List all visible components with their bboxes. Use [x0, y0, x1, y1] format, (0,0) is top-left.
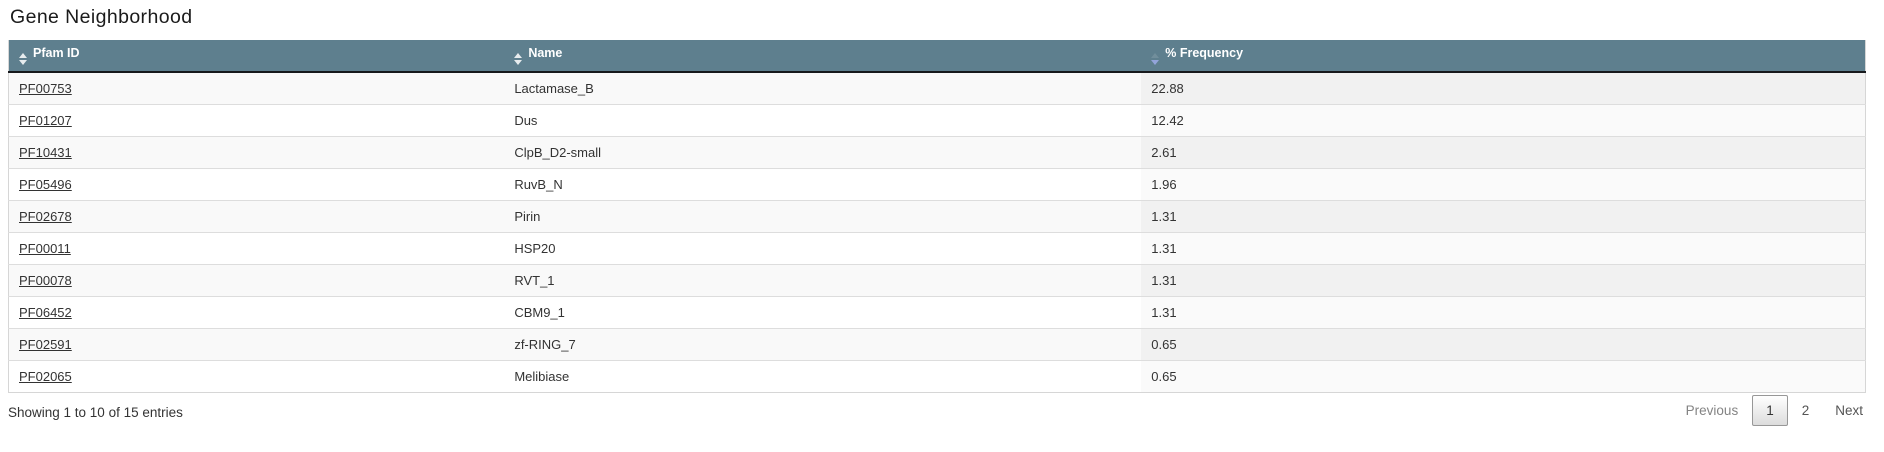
frequency-cell: 12.42 — [1141, 104, 1866, 136]
pfam-id-link[interactable]: PF02678 — [19, 208, 72, 224]
pfam-id-cell: PF02678 — [9, 200, 505, 232]
table-row: PF02591 zf-RING_7 0.65 — [8, 328, 1866, 360]
table-row: PF00753 Lactamase_B 22.88 — [8, 72, 1866, 104]
pfam-id-cell: PF10431 — [9, 136, 505, 168]
page-title: Gene Neighborhood — [10, 6, 193, 28]
name-cell: ClpB_D2-small — [514, 144, 602, 160]
pfam-id-link[interactable]: PF10431 — [19, 144, 72, 160]
pfam-id-link[interactable]: PF02065 — [19, 368, 72, 384]
name-cell: Dus — [514, 112, 538, 128]
frequency-cell: 1.31 — [1141, 232, 1866, 264]
sort-both-icon — [19, 53, 27, 65]
table-row: PF06452 CBM9_1 1.31 — [8, 296, 1866, 328]
table-header: Pfam ID Name % Frequency — [8, 40, 1866, 73]
name-cell: zf-RING_7 — [514, 336, 576, 352]
pfam-id-cell: PF05496 — [9, 168, 505, 200]
pfam-id-cell: PF00753 — [9, 72, 505, 104]
frequency-cell: 2.61 — [1141, 136, 1866, 168]
page-button-1[interactable]: 1 — [1752, 394, 1788, 426]
frequency-cell: 1.31 — [1141, 200, 1866, 232]
column-header-frequency[interactable]: % Frequency — [1141, 40, 1866, 73]
pfam-id-link[interactable]: PF00011 — [19, 240, 71, 256]
pfam-id-cell: PF00011 — [9, 232, 505, 264]
column-header-pfam-id[interactable]: Pfam ID — [8, 40, 505, 73]
previous-page-button[interactable]: Previous — [1685, 402, 1739, 418]
name-cell: RVT_1 — [514, 272, 555, 288]
frequency-cell: 0.65 — [1141, 328, 1866, 360]
pfam-id-cell: PF06452 — [9, 296, 505, 328]
table-body: PF00753 Lactamase_B 22.88 PF01207 Dus 12… — [8, 72, 1866, 392]
frequency-cell: 0.65 — [1141, 360, 1866, 392]
table-row: PF00011 HSP20 1.31 — [8, 232, 1866, 264]
table-row: PF01207 Dus 12.42 — [8, 104, 1866, 136]
pfam-id-cell: PF00078 — [9, 264, 505, 296]
gene-neighborhood-table: Pfam ID Name % Frequency PF00753 Lactama… — [8, 40, 1866, 393]
pfam-id-link[interactable]: PF01207 — [19, 112, 72, 128]
pfam-id-cell: PF02591 — [9, 328, 505, 360]
pfam-id-link[interactable]: PF06452 — [19, 304, 72, 320]
column-header-name[interactable]: Name — [504, 40, 1142, 73]
pfam-id-cell: PF02065 — [9, 360, 505, 392]
name-cell: Melibiase — [514, 368, 570, 384]
frequency-cell: 1.31 — [1141, 264, 1866, 296]
table-row: PF02678 Pirin 1.31 — [8, 200, 1866, 232]
column-label: % Frequency — [1165, 46, 1244, 60]
pfam-id-link[interactable]: PF00753 — [19, 80, 72, 96]
column-label: Pfam ID — [33, 46, 80, 60]
next-page-button[interactable]: Next — [1835, 402, 1863, 418]
table-row: PF02065 Melibiase 0.65 — [8, 360, 1866, 392]
name-cell: Pirin — [514, 208, 541, 224]
pfam-id-link[interactable]: PF00078 — [19, 272, 72, 288]
pfam-id-cell: PF01207 — [9, 104, 505, 136]
entries-info: Showing 1 to 10 of 15 entries — [8, 404, 183, 420]
table-row: PF05496 RuvB_N 1.96 — [8, 168, 1866, 200]
frequency-cell: 1.96 — [1141, 168, 1866, 200]
table-row: PF00078 RVT_1 1.31 — [8, 264, 1866, 296]
name-cell: RuvB_N — [514, 176, 563, 192]
table-row: PF10431 ClpB_D2-small 2.61 — [8, 136, 1866, 168]
name-cell: Lactamase_B — [514, 80, 594, 96]
gene-neighborhood-panel: Gene Neighborhood Pfam ID Name % Frequen… — [0, 7, 1884, 427]
table-footer: Showing 1 to 10 of 15 entries Previous 1… — [8, 394, 1866, 427]
frequency-cell: 1.31 — [1141, 296, 1866, 328]
pfam-id-link[interactable]: PF02591 — [19, 336, 72, 352]
page-button-2[interactable]: 2 — [1801, 402, 1810, 418]
pagination: Previous 1 2 Next — [1672, 394, 1866, 427]
name-cell: CBM9_1 — [514, 304, 565, 320]
column-label: Name — [528, 46, 563, 60]
sort-desc-icon — [1151, 53, 1160, 65]
name-cell: HSP20 — [514, 240, 556, 256]
frequency-cell: 22.88 — [1141, 72, 1866, 104]
pfam-id-link[interactable]: PF05496 — [19, 176, 72, 192]
sort-both-icon — [514, 53, 523, 65]
